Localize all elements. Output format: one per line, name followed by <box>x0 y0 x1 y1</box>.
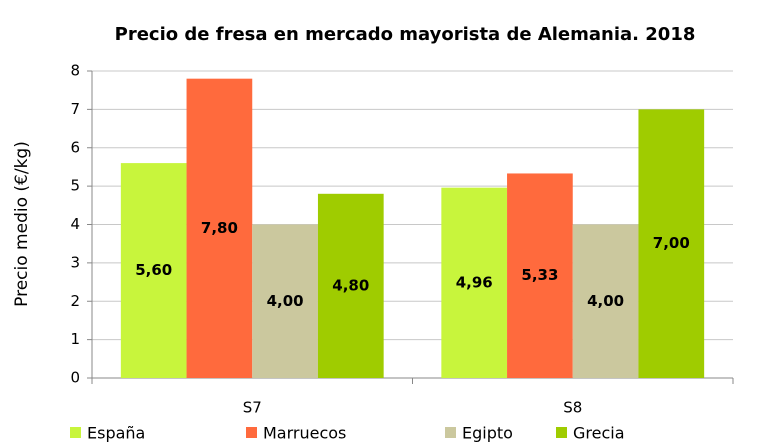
value-label: 5,33 <box>521 266 558 284</box>
x-tick-label: S8 <box>563 399 582 417</box>
value-label: 7,00 <box>653 234 690 252</box>
y-axis-label: Precio medio (€/kg) <box>12 141 32 307</box>
bar <box>317 193 384 378</box>
y-tick-label: 8 <box>70 62 80 80</box>
y-tick-label: 3 <box>70 253 80 271</box>
y-tick-label: 1 <box>70 330 80 348</box>
bar <box>507 173 573 378</box>
x-tick-label: S7 <box>243 399 262 417</box>
chart-title: Precio de fresa en mercado mayorista de … <box>115 24 696 45</box>
value-label: 4,80 <box>332 276 369 294</box>
bar <box>572 224 639 378</box>
y-tick-label: 0 <box>70 369 80 387</box>
value-label: 7,80 <box>201 219 238 237</box>
value-label: 4,96 <box>456 273 493 291</box>
bar <box>638 109 705 378</box>
legend-label: Egipto <box>462 424 513 443</box>
y-tick-label: 7 <box>70 100 80 118</box>
bar <box>441 187 508 378</box>
legend-label: Marruecos <box>263 424 346 443</box>
bar <box>120 163 187 378</box>
legend-swatch <box>70 427 81 438</box>
value-label: 5,60 <box>135 261 172 279</box>
value-label: 4,00 <box>267 292 304 310</box>
y-tick-label: 6 <box>70 138 80 156</box>
value-label: 4,00 <box>587 292 624 310</box>
y-tick-label: 4 <box>70 215 80 233</box>
bar <box>252 224 318 378</box>
bar <box>186 78 253 379</box>
legend-swatch <box>445 427 456 438</box>
legend-label: España <box>87 424 145 443</box>
legend-swatch <box>246 427 257 438</box>
y-tick-label: 2 <box>70 292 80 310</box>
legend-label: Grecia <box>573 424 625 443</box>
y-tick-label: 5 <box>70 177 80 195</box>
legend-swatch <box>556 427 567 438</box>
